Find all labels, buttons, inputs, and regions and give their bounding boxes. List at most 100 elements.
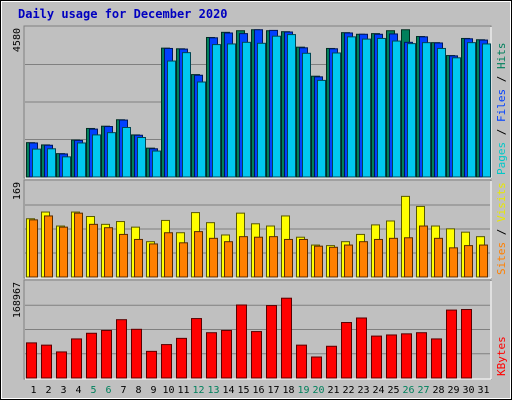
bar-kbytes-1: [26, 342, 37, 379]
bar-sites-13: [209, 237, 218, 278]
bar-pages-9: [152, 150, 161, 178]
bar-kbytes-22: [341, 322, 352, 379]
bar-sites-29: [449, 247, 458, 278]
bar-pages-17: [272, 35, 281, 178]
bar-kbytes-16: [251, 331, 262, 379]
x-tick-label: 17: [267, 385, 279, 396]
bar-pages-8: [137, 136, 146, 178]
bar-pages-28: [437, 47, 446, 178]
x-tick-label: 25: [387, 385, 399, 396]
x-tick-label: 31: [477, 385, 489, 396]
bar-kbytes-25: [386, 334, 397, 379]
bar-sites-24: [374, 238, 383, 278]
bar-sites-30: [464, 245, 473, 278]
x-tick-label: 2: [45, 385, 51, 396]
bar-sites-15: [239, 236, 248, 278]
bar-sites-31: [479, 244, 488, 278]
bar-pages-30: [467, 42, 476, 178]
bar-kbytes-10: [161, 344, 172, 379]
legend-entry: KBytes: [495, 336, 508, 376]
x-tick-label: 4: [75, 385, 81, 396]
x-tick-label: 14: [222, 385, 234, 396]
bar-kbytes-27: [416, 332, 427, 379]
bar-sites-16: [254, 236, 263, 278]
bar-sites-3: [59, 226, 68, 278]
bar-pages-3: [62, 156, 71, 178]
bar-sites-9: [149, 243, 158, 278]
bar-pages-14: [227, 43, 236, 178]
x-tick-label: 13: [207, 385, 219, 396]
legend-entry: Hits: [495, 43, 508, 70]
bar-pages-11: [182, 52, 191, 178]
bar-sites-12: [194, 231, 203, 278]
y-max-label: 168967: [12, 282, 23, 318]
bar-sites-25: [389, 237, 398, 278]
bar-sites-11: [179, 242, 188, 278]
x-tick-label: 5: [90, 385, 96, 396]
bar-sites-14: [224, 241, 233, 278]
bar-pages-26: [407, 43, 416, 178]
bar-sites-20: [314, 245, 323, 278]
bar-sites-18: [284, 238, 293, 278]
bar-kbytes-9: [146, 350, 157, 379]
bar-pages-6: [107, 132, 116, 178]
bar-sites-2: [44, 215, 53, 278]
panel-legend: KBytes: [495, 336, 508, 376]
x-tick-label: 21: [327, 385, 339, 396]
panel-legend: Sites / Visits: [495, 182, 508, 275]
bar-kbytes-8: [131, 328, 142, 379]
bar-sites-10: [164, 232, 173, 278]
bar-pages-4: [77, 142, 86, 178]
legend-entry: Visits: [495, 182, 508, 222]
x-tick-labels: 1 2 3 4 5 6 7 8 9 10 11 12 13 14 15 16 17 18 19 20 21 22 23 24 2…: [30, 385, 489, 396]
panel-requests: 4580 Pages / Files / Hits: [12, 25, 508, 179]
bar-pages-25: [392, 40, 401, 178]
bar-sites-19: [299, 238, 308, 278]
bar-pages-12: [197, 81, 206, 178]
x-tick-label: 19: [297, 385, 309, 396]
bar-kbytes-3: [56, 351, 67, 379]
bar-kbytes-4: [71, 338, 82, 379]
bar-kbytes-20: [311, 356, 322, 379]
legend-entry: Sites: [495, 242, 508, 275]
x-tick-label: 7: [120, 385, 126, 396]
x-tick-label: 3: [60, 385, 66, 396]
bar-kbytes-21: [326, 345, 337, 379]
x-tick-label: 18: [282, 385, 294, 396]
bar-sites-4: [74, 212, 83, 278]
bar-sites-22: [344, 244, 353, 278]
bar-sites-8: [134, 238, 143, 278]
bar-kbytes-13: [206, 332, 217, 379]
bar-pages-2: [47, 148, 56, 178]
panel-kbytes: 168967 KBytes: [12, 279, 508, 380]
y-max-label: 4580: [12, 28, 23, 52]
x-tick-label: 28: [432, 385, 444, 396]
x-tick-label: 10: [162, 385, 174, 396]
panel-visits: 169 Sites / Visits: [12, 179, 508, 279]
x-tick-label: 16: [252, 385, 264, 396]
legend-entry: /: [495, 222, 508, 242]
bar-kbytes-19: [296, 344, 307, 379]
bar-pages-21: [332, 52, 341, 178]
legend-entry: /: [495, 69, 508, 89]
panel-legend: Pages / Files / Hits: [495, 43, 508, 176]
bar-sites-26: [404, 237, 413, 278]
series-sites: [29, 212, 488, 278]
bar-pages-31: [482, 43, 491, 178]
x-tick-label: 29: [447, 385, 459, 396]
bar-pages-27: [422, 42, 431, 178]
x-tick-label: 1: [30, 385, 36, 396]
bar-kbytes-28: [431, 338, 442, 379]
series-pages: [32, 34, 491, 178]
bar-pages-23: [362, 38, 371, 178]
bar-kbytes-17: [266, 305, 277, 379]
x-tick-label: 9: [150, 385, 156, 396]
chart-panels: 4580 Pages / Files / Hits 169 Sites / Visit…: [12, 25, 508, 380]
x-tick-label: 22: [342, 385, 354, 396]
bar-pages-20: [317, 79, 326, 178]
bar-kbytes-18: [281, 297, 292, 379]
bar-pages-15: [242, 41, 251, 178]
bar-sites-1: [29, 219, 38, 278]
